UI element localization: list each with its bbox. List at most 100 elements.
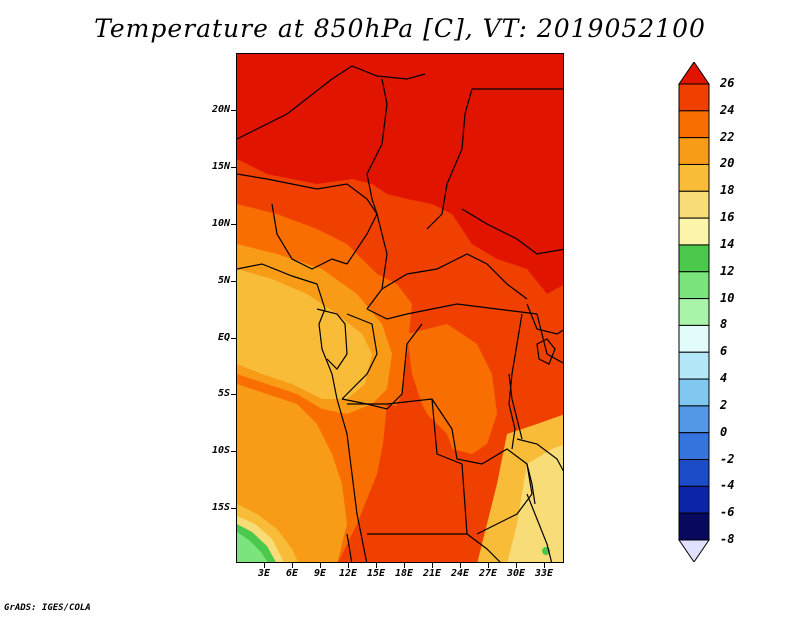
lon-tick-9e (320, 563, 321, 568)
lake-tanganyika (508, 373, 523, 440)
border-tanzania (516, 438, 563, 472)
lat-label-20n: 20N (211, 104, 230, 115)
lat-label-5s: 5S (217, 388, 230, 399)
colorbar-segment (678, 190, 710, 219)
colorbar-segment (678, 459, 710, 487)
country-borders (237, 65, 563, 562)
colorbar-segment (678, 110, 710, 139)
zone-24-26-north (237, 54, 563, 294)
lon-tick-30e (516, 563, 517, 568)
lon-label-21e: 21E (422, 568, 442, 579)
zone-22-24-south (382, 404, 467, 544)
colorbar-label: 2 (720, 397, 728, 412)
colorbar-label: 0 (720, 424, 728, 439)
colorbar-label: -2 (720, 451, 735, 466)
lon-label-9e: 9E (313, 568, 327, 579)
colorbar-segment (678, 512, 710, 541)
border-cameroon (346, 212, 388, 310)
lat-tick-5s (231, 394, 236, 395)
lon-label-12e: 12E (338, 568, 358, 579)
lon-tick-6e (292, 563, 293, 568)
lon-tick-3e (264, 563, 265, 568)
lat-label-10n: 10N (211, 218, 230, 229)
lon-label-30e: 30E (506, 568, 526, 579)
border-nigeria (237, 173, 378, 215)
colorbar-segment (678, 163, 710, 192)
lat-label-15s: 15S (211, 502, 230, 513)
lon-tick-27e (488, 563, 489, 568)
colorbar-segment (678, 351, 710, 380)
colorbar-segment (678, 378, 710, 407)
border-gabon (316, 308, 348, 370)
colorbar-label: 10 (720, 290, 735, 305)
colorbar-label: 6 (720, 344, 728, 359)
border-namibia (346, 533, 353, 562)
lon-label-24e: 24E (450, 568, 470, 579)
lon-tick-33e (544, 563, 545, 568)
colorbar-label: 24 (720, 102, 735, 117)
lat-label-15n: 15N (211, 161, 230, 172)
colorbar-segment (678, 485, 710, 514)
colorbar (678, 62, 710, 562)
zone-20-22-central (407, 324, 497, 454)
lon-tick-15e (376, 563, 377, 568)
lat-tick-15s (231, 508, 236, 509)
colorbar-label: 8 (720, 317, 728, 332)
border-drc-west (341, 323, 423, 410)
border-botswana (466, 533, 501, 562)
lon-tick-21e (432, 563, 433, 568)
colorbar-label: -6 (720, 505, 735, 520)
lon-tick-24e (460, 563, 461, 568)
border-sahara-east (366, 78, 388, 215)
lat-label-10s: 10S (211, 445, 230, 456)
lat-tick-eq (231, 338, 236, 339)
lat-label-eq: EQ (217, 332, 230, 343)
border-congo (341, 313, 378, 400)
chart-title: Temperature at 850hPa [C], VT: 201905210… (94, 14, 706, 43)
border-angola-zambia (367, 398, 468, 535)
colorbar-label: 4 (720, 371, 728, 386)
colorbar-label: 20 (720, 156, 735, 171)
colorbar-above-triangle (678, 62, 710, 85)
border-sudan-ssudan (461, 208, 563, 255)
lat-label-5n: 5N (217, 275, 230, 286)
border-coast-west (237, 263, 368, 562)
lat-tick-5n (231, 281, 236, 282)
border-congo-car (366, 303, 538, 320)
lon-tick-12e (348, 563, 349, 568)
colorbar-segment (678, 405, 710, 434)
colorbar-segment (678, 432, 710, 461)
lat-tick-10n (231, 224, 236, 225)
colorbar-label: -4 (720, 478, 735, 493)
colorbar-segment (678, 83, 710, 112)
lon-label-33e: 33E (534, 568, 554, 579)
colorbar-label: 22 (720, 129, 735, 144)
border-nigeria-south (271, 203, 348, 270)
lon-label-27e: 27E (478, 568, 498, 579)
temperature-map[interactable] (236, 53, 564, 563)
colorbar-segment (678, 298, 710, 326)
colorbar-segment (678, 217, 710, 246)
lat-tick-10s (231, 451, 236, 452)
colorbar-segment (678, 271, 710, 300)
colorbar-segment (678, 244, 710, 273)
border-zambia (476, 448, 533, 535)
colorbar-label: 26 (720, 76, 735, 90)
colorbar-label: -8 (720, 532, 735, 546)
lon-label-15e: 15E (366, 568, 386, 579)
border-angola-drc (347, 398, 483, 465)
colorbar-label: 16 (720, 210, 735, 225)
colorbar-label: 18 (720, 183, 735, 198)
colorbar-label: 12 (720, 263, 735, 278)
colorbar-segment (678, 324, 710, 353)
colorbar-below-triangle (678, 539, 710, 562)
map-svg (237, 54, 563, 562)
lake-victoria (536, 338, 556, 365)
border-mozambique (526, 493, 553, 562)
border-kenya (536, 313, 563, 364)
lat-tick-20n (231, 110, 236, 111)
lon-label-3e: 3E (257, 568, 271, 579)
colorbar-label: 14 (720, 236, 735, 251)
footer-credit: GrADS: IGES/COLA (4, 603, 91, 613)
lat-tick-15n (231, 167, 236, 168)
